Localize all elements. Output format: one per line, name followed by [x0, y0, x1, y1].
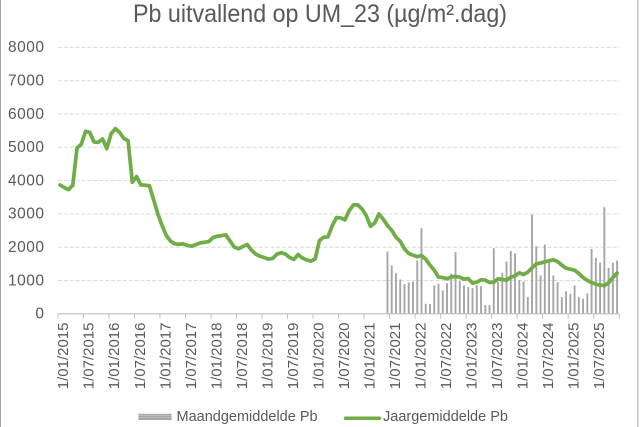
svg-text:1/07/2021: 1/07/2021 [387, 323, 404, 390]
svg-text:1000: 1000 [8, 272, 44, 289]
svg-text:1/07/2020: 1/07/2020 [336, 323, 353, 390]
svg-text:1/07/2023: 1/07/2023 [489, 323, 506, 390]
svg-text:2000: 2000 [8, 239, 44, 256]
svg-text:1/07/2019: 1/07/2019 [285, 323, 302, 390]
svg-text:Jaargemiddelde Pb: Jaargemiddelde Pb [383, 409, 508, 425]
svg-text:1/01/2018: 1/01/2018 [208, 323, 225, 390]
svg-text:1/01/2021: 1/01/2021 [361, 323, 378, 390]
svg-text:1/07/2018: 1/07/2018 [234, 323, 251, 390]
svg-text:6000: 6000 [8, 106, 44, 123]
svg-text:1/01/2023: 1/01/2023 [463, 323, 480, 390]
svg-text:Maandgemiddelde Pb: Maandgemiddelde Pb [177, 409, 318, 425]
svg-text:3000: 3000 [8, 206, 44, 223]
svg-text:7000: 7000 [8, 73, 44, 90]
svg-text:1/01/2017: 1/01/2017 [157, 323, 174, 390]
svg-text:1/07/2016: 1/07/2016 [132, 323, 149, 390]
svg-text:1/01/2019: 1/01/2019 [259, 323, 276, 390]
svg-text:1/01/2025: 1/01/2025 [566, 323, 583, 390]
svg-text:1/07/2024: 1/07/2024 [540, 323, 557, 390]
svg-text:1/01/2022: 1/01/2022 [412, 323, 429, 390]
svg-text:8000: 8000 [8, 39, 44, 56]
svg-text:1/07/2015: 1/07/2015 [81, 323, 98, 390]
svg-text:1/01/2024: 1/01/2024 [514, 323, 531, 390]
svg-text:1/01/2015: 1/01/2015 [55, 323, 72, 390]
svg-text:1/01/2016: 1/01/2016 [106, 323, 123, 390]
svg-text:1/07/2025: 1/07/2025 [591, 323, 608, 390]
svg-text:4000: 4000 [8, 172, 44, 189]
svg-text:1/07/2017: 1/07/2017 [183, 323, 200, 390]
svg-text:1/07/2022: 1/07/2022 [438, 323, 455, 390]
svg-text:5000: 5000 [8, 139, 44, 156]
svg-text:Pb uitvallend op UM_23 (µg/m².: Pb uitvallend op UM_23 (µg/m².dag) [133, 0, 507, 28]
svg-text:1/01/2020: 1/01/2020 [310, 323, 327, 390]
svg-text:0: 0 [35, 306, 44, 323]
